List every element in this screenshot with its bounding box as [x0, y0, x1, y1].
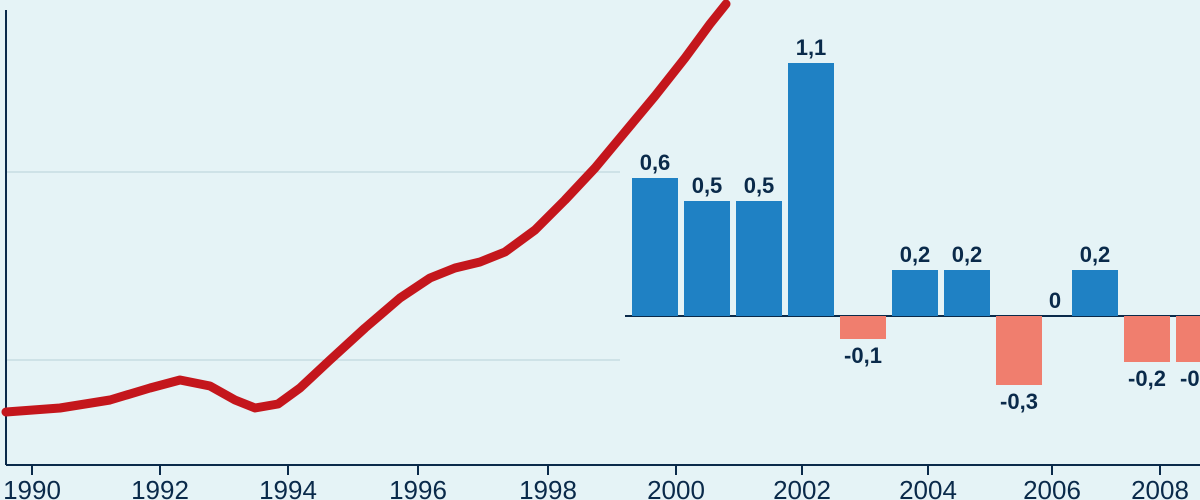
x-tick-label: 2004	[899, 475, 957, 500]
bar-value-label: -0,1	[844, 343, 882, 368]
bar-positive	[736, 201, 782, 316]
bar-positive	[892, 270, 938, 316]
bar-positive	[788, 63, 834, 316]
x-tick-label: 2006	[1023, 475, 1081, 500]
bar-negative	[1176, 316, 1200, 362]
bar-value-label: 0,6	[640, 150, 671, 175]
x-tick-label: 1994	[259, 475, 317, 500]
chart-composite: 1990 1992 1994 1996 1998 2000 2002 2004 2006 2008…	[0, 0, 1200, 500]
chart-background	[0, 0, 1200, 500]
bar-negative	[840, 316, 886, 339]
bar-value-label: -0,2	[1128, 366, 1166, 391]
chart-svg: 1990 1992 1994 1996 1998 2000 2002 2004 2006 2008…	[0, 0, 1200, 500]
bar-value-label: -0,2	[1180, 366, 1200, 391]
bar-value-label: 0,5	[744, 173, 775, 198]
bar-value-label: 0,2	[952, 242, 983, 267]
bar-value-label: -0,3	[1000, 389, 1038, 414]
bar-positive	[944, 270, 990, 316]
bar-positive	[1072, 270, 1118, 316]
bar-negative	[1124, 316, 1170, 362]
x-tick-label: 1996	[389, 475, 447, 500]
x-tick-label: 2000	[647, 475, 705, 500]
bar-value-label: 0,2	[900, 242, 931, 267]
x-tick-label: 2008	[1131, 475, 1189, 500]
bar-negative	[996, 316, 1042, 385]
bar-positive	[684, 201, 730, 316]
bar-value-label: 0	[1049, 288, 1061, 313]
x-tick-label: 1990	[3, 475, 61, 500]
x-tick-label: 1992	[131, 475, 189, 500]
x-tick-label: 1998	[519, 475, 577, 500]
bar-value-label: 0,2	[1080, 242, 1111, 267]
bar-value-label: 0,5	[692, 173, 723, 198]
bar-value-label: 1,1	[796, 35, 827, 60]
bar-positive	[632, 178, 678, 316]
x-tick-label: 2002	[773, 475, 831, 500]
